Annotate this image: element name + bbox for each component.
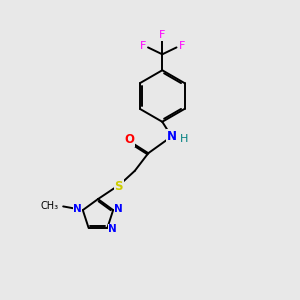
Text: N: N — [73, 204, 82, 214]
Text: N: N — [167, 130, 177, 143]
Text: S: S — [115, 180, 123, 193]
Text: H: H — [180, 134, 188, 144]
Text: F: F — [179, 41, 185, 51]
Text: F: F — [140, 41, 146, 51]
Text: O: O — [124, 133, 134, 146]
Text: N: N — [108, 224, 117, 234]
Text: N: N — [114, 204, 123, 214]
Text: CH₃: CH₃ — [40, 201, 59, 211]
Text: F: F — [159, 30, 166, 40]
